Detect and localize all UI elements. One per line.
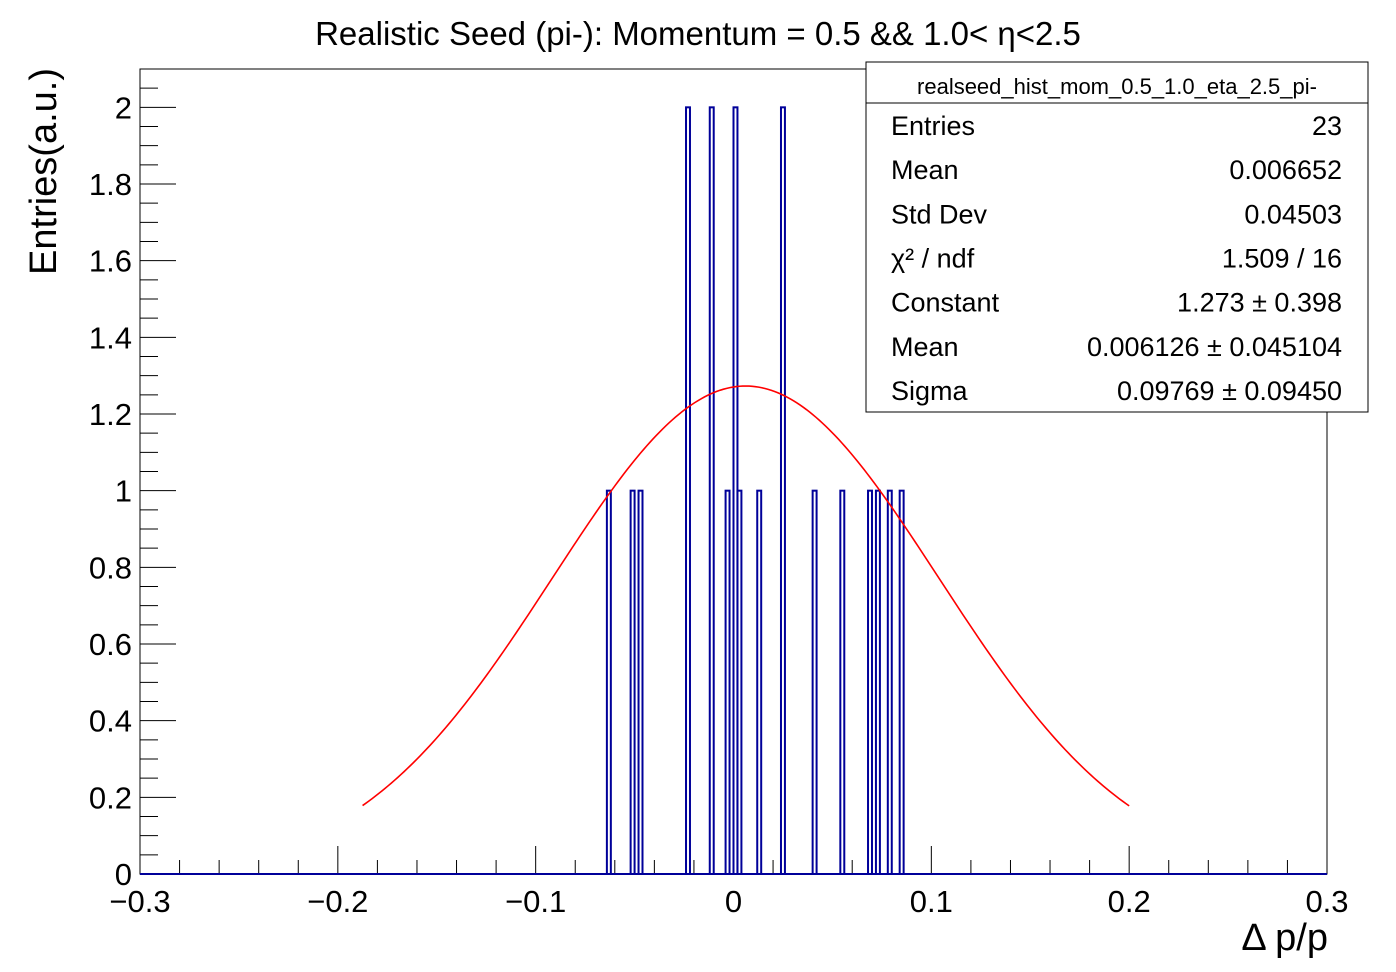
stats-row-value: 0.006126 ± 0.045104 — [1087, 332, 1342, 362]
stats-row-label: χ² / ndf — [891, 244, 975, 274]
y-tick-label: 0 — [115, 857, 132, 892]
histogram-bins — [140, 106, 1327, 876]
x-tick-label: −0.3 — [109, 884, 170, 919]
histogram-bin — [886, 489, 893, 875]
y-axis-label: Entries(a.u.) — [23, 68, 65, 275]
y-tick-label: 0.2 — [89, 780, 132, 815]
x-tick-label: −0.2 — [307, 884, 368, 919]
stats-row-label: Constant — [891, 288, 1000, 318]
stats-row-label: Sigma — [891, 376, 969, 406]
y-tick-label: 1.4 — [89, 320, 132, 355]
histogram-bin — [779, 106, 786, 876]
y-tick-label: 0.6 — [89, 627, 132, 662]
stats-row-label: Mean — [891, 155, 959, 185]
histogram-bin — [839, 489, 846, 875]
stats-row-value: 0.006652 — [1229, 155, 1342, 185]
stats-row-value: 1.273 ± 0.398 — [1177, 288, 1342, 318]
y-tick-label: 1.6 — [89, 244, 132, 279]
histogram-bin — [736, 489, 743, 875]
y-tick-label: 1 — [115, 474, 132, 509]
stats-row-value: 23 — [1312, 111, 1342, 141]
x-tick-label: 0 — [725, 884, 742, 919]
stats-row-label: Std Dev — [891, 199, 988, 229]
stats-box-frame — [865, 61, 1369, 413]
y-tick-label: 0.4 — [89, 704, 132, 739]
x-axis-label: Δ p/p — [1241, 917, 1328, 959]
y-tick-label: 1.2 — [89, 397, 132, 432]
x-tick-label: 0.3 — [1305, 884, 1348, 919]
axis-ticks — [139, 68, 1328, 875]
y-tick-label: 1.8 — [89, 167, 132, 202]
stats-row-value: 0.09769 ± 0.09450 — [1117, 376, 1342, 406]
stats-row-label: Mean — [891, 332, 959, 362]
x-tick-label: 0.1 — [910, 884, 953, 919]
stats-box: realseed_hist_mom_0.5_1.0_eta_2.5_pi- Ent… — [865, 61, 1369, 413]
histogram-bin — [685, 106, 691, 876]
x-tick-label: 0.2 — [1108, 884, 1151, 919]
histogram-bin — [756, 489, 763, 875]
histogram-bin — [708, 106, 715, 876]
histogram-bin — [629, 489, 636, 875]
histogram-bin — [867, 489, 873, 875]
histogram-bin — [637, 489, 644, 875]
histogram-bin — [811, 489, 818, 875]
gaussian-fit-curve — [362, 385, 1130, 807]
histogram-bin — [898, 489, 905, 875]
chart-title: Realistic Seed (pi-): Momentum = 0.5 && … — [315, 15, 1081, 52]
tick-labels: −0.3 −0.2 −0.1 0 0.1 0.2 0.3 0 0.2 0.4 0.6 0.8 1 1.2 1… — [89, 90, 1349, 919]
stats-box-title: realseed_hist_mom_0.5_1.0_eta_2.5_pi- — [917, 74, 1317, 99]
stats-row-value: 1.509 / 16 — [1222, 244, 1342, 274]
y-tick-label: 0.8 — [89, 550, 132, 585]
y-tick-label: 2 — [115, 90, 132, 125]
histogram-bin — [605, 489, 612, 875]
histogram-bin — [724, 489, 731, 875]
stats-row-value: 0.04503 — [1244, 199, 1342, 229]
x-tick-label: −0.1 — [505, 884, 566, 919]
histogram-bin — [874, 489, 881, 875]
stats-row-label: Entries — [891, 111, 975, 141]
